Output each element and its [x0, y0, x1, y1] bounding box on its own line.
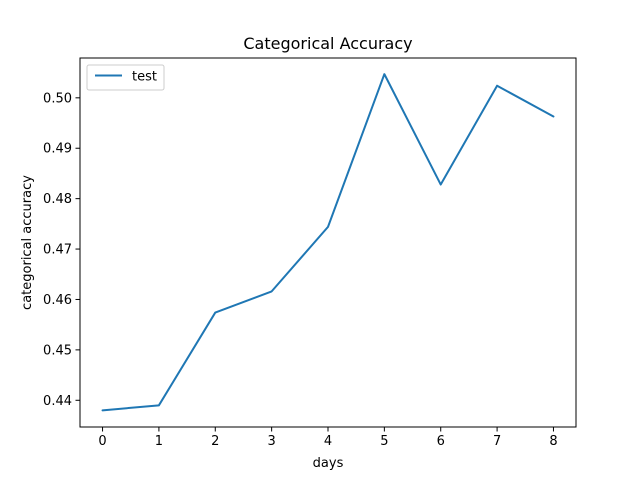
x-tick-label: 2 [211, 434, 219, 449]
legend-label: test [132, 70, 157, 85]
y-axis-ticks: 0.44 0.45 0.46 0.47 0.48 0.49 0.50 [43, 91, 80, 409]
y-tick-label: 0.47 [43, 243, 72, 258]
y-tick-label: 0.44 [43, 394, 72, 409]
x-tick-label: 6 [437, 434, 445, 449]
x-tick-label: 3 [267, 434, 275, 449]
legend-box [86, 64, 165, 91]
y-tick-label: 0.46 [43, 293, 72, 308]
x-tick-label: 0 [98, 434, 106, 449]
y-tick-label: 0.48 [43, 192, 72, 207]
x-tick-label: 7 [493, 434, 501, 449]
y-tick-label: 0.49 [43, 142, 72, 157]
x-axis-ticks: 0 1 2 3 4 5 6 7 8 [98, 427, 558, 449]
series-layer [101, 73, 555, 412]
y-tick-label: 0.45 [43, 343, 72, 358]
legend: test [86, 64, 165, 91]
series-line-test [101, 73, 555, 412]
x-tick-label: 1 [155, 434, 163, 449]
chart-title: Categorical Accuracy [243, 34, 412, 53]
x-axis-label: days [313, 456, 344, 471]
y-tick-label: 0.50 [43, 91, 72, 106]
y-axis-label: categorical accuracy [20, 175, 35, 310]
x-tick-label: 4 [324, 434, 332, 449]
x-tick-label: 8 [549, 434, 557, 449]
x-tick-label: 5 [380, 434, 388, 449]
